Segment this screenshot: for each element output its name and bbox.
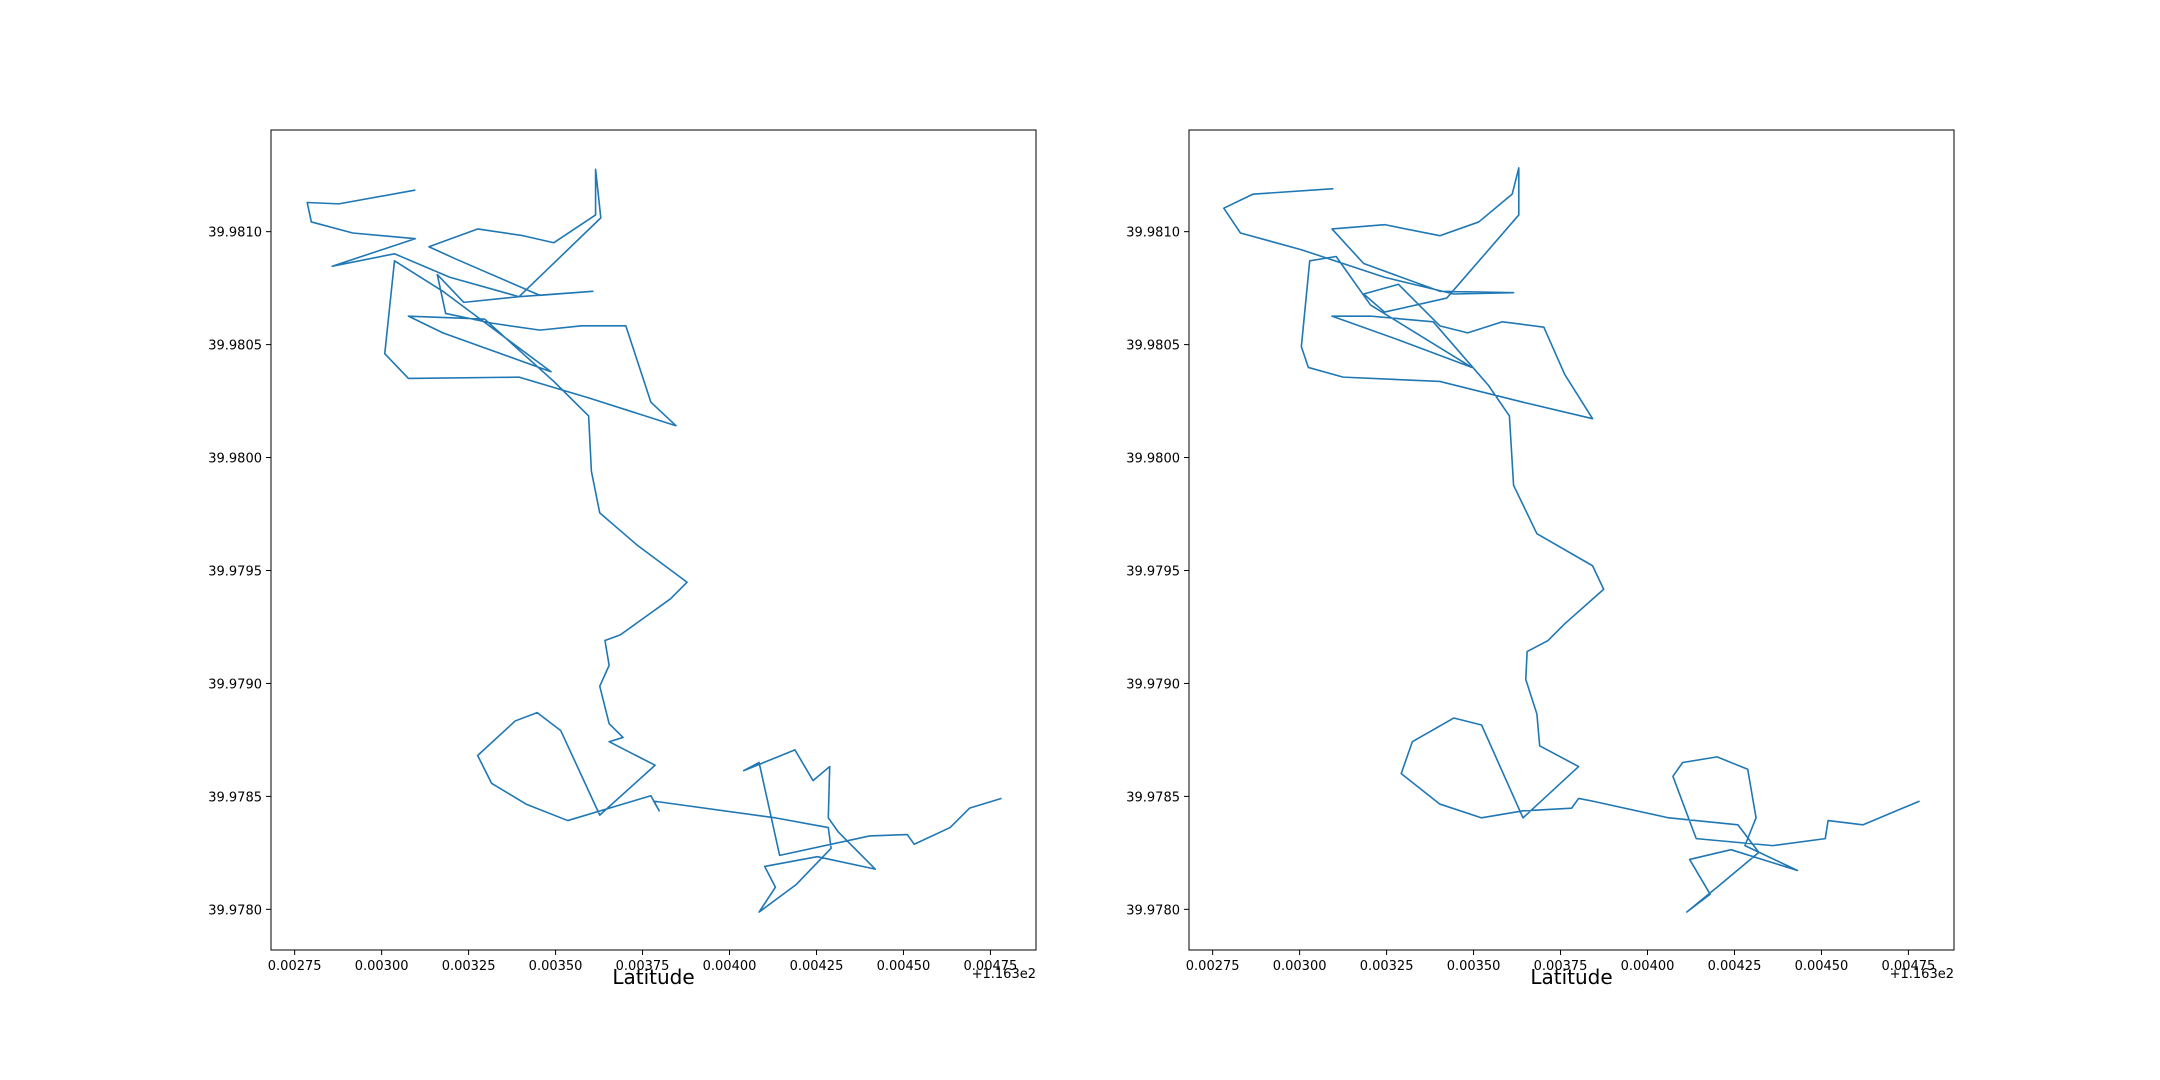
y-tick-label: 39.9795 (208, 564, 262, 579)
y-tick-label: 39.9790 (208, 677, 262, 692)
x-tick-label: 0.00475 (964, 959, 1018, 974)
y-tick-label: 39.9800 (208, 452, 262, 467)
y-tick-label: 39.9780 (1126, 903, 1180, 918)
trace-line (1222, 167, 1920, 913)
x-tick-label: 0.00375 (1534, 959, 1588, 974)
x-tick-label: 0.00275 (1186, 959, 1240, 974)
x-tick-label: 0.00450 (877, 959, 931, 974)
y-tick-label: 39.9785 (208, 790, 262, 805)
x-tick-label: 0.00450 (1795, 959, 1849, 974)
x-tick-label: 0.00325 (442, 959, 496, 974)
x-axis-label: Latitude (612, 965, 694, 989)
x-tick-label: 0.00400 (703, 959, 757, 974)
trace-line (306, 168, 1002, 913)
x-tick-label: 0.00425 (1708, 959, 1762, 974)
y-tick-label: 39.9780 (208, 903, 262, 918)
y-tick-label: 39.9805 (208, 339, 262, 354)
y-tick-label: 39.9805 (1126, 339, 1180, 354)
axes-frame (1188, 129, 1955, 951)
x-axis-label: Latitude (1530, 965, 1612, 989)
y-tick-label: 39.9790 (1126, 677, 1180, 692)
x-tick-label: 0.00425 (790, 959, 844, 974)
x-tick-label: 0.00475 (1882, 959, 1936, 974)
y-tick-label: 39.9785 (1126, 790, 1180, 805)
y-tick-label: 39.9795 (1126, 564, 1180, 579)
y-tick-label: 39.9800 (1126, 452, 1180, 467)
x-tick-label: 0.00275 (268, 959, 322, 974)
x-tick-label: 0.00400 (1621, 959, 1675, 974)
x-offset-text: +1.163e2 (1890, 967, 1954, 982)
x-tick-label: 0.00350 (529, 959, 583, 974)
x-tick-label: 0.00350 (1447, 959, 1501, 974)
axes-frame (270, 129, 1037, 951)
x-tick-label: 0.00300 (355, 959, 409, 974)
x-tick-label: 0.00325 (1360, 959, 1414, 974)
y-tick-label: 39.9810 (1126, 226, 1180, 241)
y-tick-label: 39.9810 (208, 226, 262, 241)
x-tick-label: 0.00300 (1273, 959, 1327, 974)
x-tick-label: 0.00375 (616, 959, 670, 974)
x-offset-text: +1.163e2 (972, 967, 1036, 982)
